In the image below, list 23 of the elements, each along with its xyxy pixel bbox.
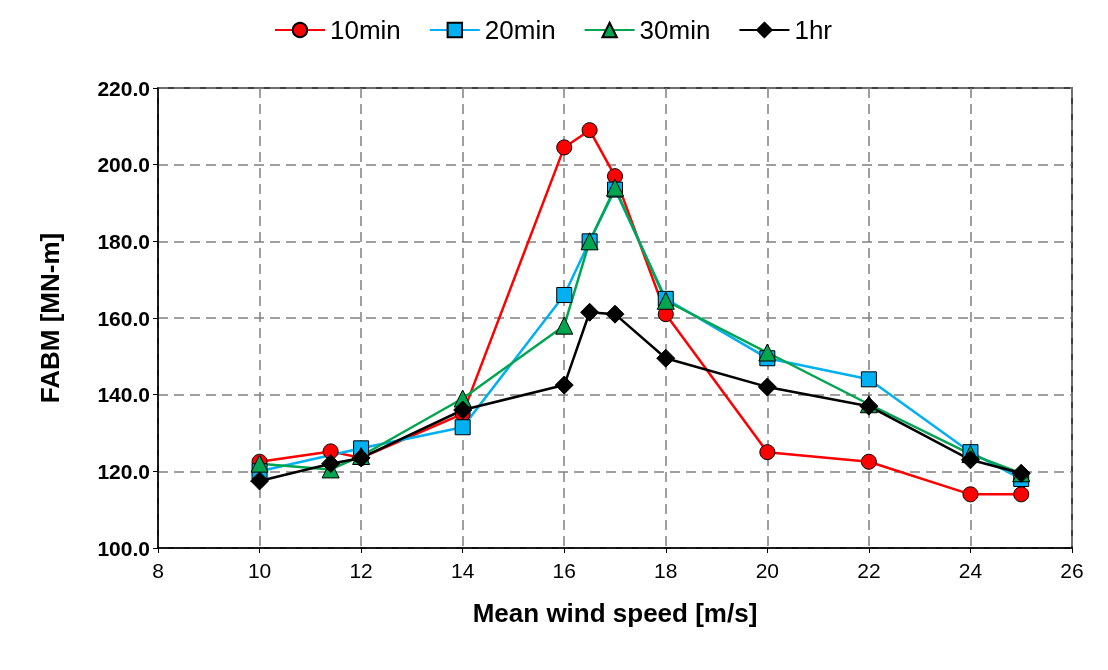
x-tick-label: 14 xyxy=(450,559,475,582)
legend-label: 20min xyxy=(484,15,556,45)
x-tick-label: 8 xyxy=(152,559,164,582)
y-tick-label: 160.0 xyxy=(97,306,150,330)
legend-label: 1hr xyxy=(794,15,833,45)
x-tick-label: 20 xyxy=(755,559,780,582)
y-tick-label: 180.0 xyxy=(97,229,150,253)
x-tick-label: 16 xyxy=(552,559,576,582)
x-axis-title: Mean wind speed [m/s] xyxy=(472,598,758,628)
y-tick-label: 140.0 xyxy=(97,383,150,407)
x-tick-label: 22 xyxy=(857,559,881,582)
y-tick-label: 200.0 xyxy=(97,153,150,177)
y-tick-label: 100.0 xyxy=(97,536,150,560)
x-tick-label: 12 xyxy=(349,559,373,582)
x-tick-label: 10 xyxy=(247,559,272,582)
legend-label: 10min xyxy=(329,15,401,45)
x-tick-label: 26 xyxy=(1060,559,1084,582)
x-tick-label: 18 xyxy=(654,559,678,582)
legend-label: 30min xyxy=(639,15,711,45)
y-tick-label: 120.0 xyxy=(97,459,150,483)
y-axis-title: FABM [MN-m] xyxy=(35,232,65,404)
x-tick-label: 24 xyxy=(958,559,983,582)
y-tick-label: 220.0 xyxy=(97,76,150,100)
